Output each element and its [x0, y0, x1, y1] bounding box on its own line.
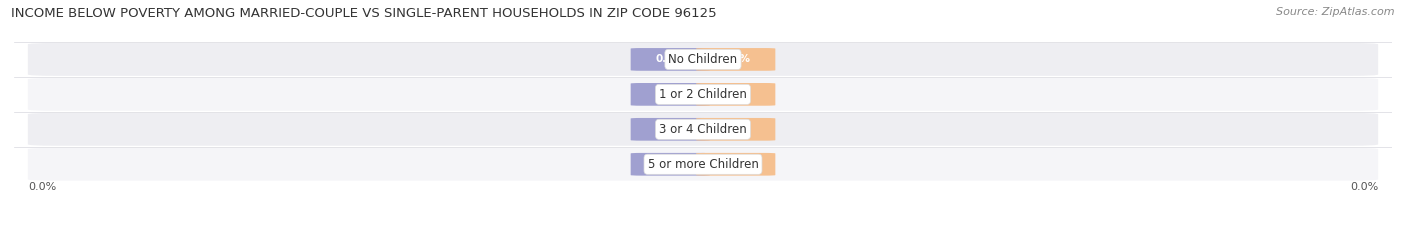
FancyBboxPatch shape	[28, 78, 1378, 111]
Text: 0.0%: 0.0%	[655, 124, 685, 134]
Text: 0.0%: 0.0%	[655, 159, 685, 169]
Text: 0.0%: 0.0%	[721, 89, 751, 99]
Text: 3 or 4 Children: 3 or 4 Children	[659, 123, 747, 136]
FancyBboxPatch shape	[631, 83, 710, 106]
Text: 0.0%: 0.0%	[721, 55, 751, 64]
Text: 0.0%: 0.0%	[721, 124, 751, 134]
FancyBboxPatch shape	[28, 113, 1378, 146]
Text: 0.0%: 0.0%	[655, 55, 685, 64]
Text: 0.0%: 0.0%	[655, 89, 685, 99]
Text: No Children: No Children	[668, 53, 738, 66]
Text: 0.0%: 0.0%	[28, 182, 56, 192]
FancyBboxPatch shape	[696, 118, 775, 141]
FancyBboxPatch shape	[631, 48, 710, 71]
FancyBboxPatch shape	[28, 148, 1378, 181]
Text: 1 or 2 Children: 1 or 2 Children	[659, 88, 747, 101]
FancyBboxPatch shape	[631, 118, 710, 141]
Text: 5 or more Children: 5 or more Children	[648, 158, 758, 171]
FancyBboxPatch shape	[631, 153, 710, 176]
FancyBboxPatch shape	[696, 83, 775, 106]
Text: 0.0%: 0.0%	[721, 159, 751, 169]
FancyBboxPatch shape	[696, 48, 775, 71]
FancyBboxPatch shape	[696, 153, 775, 176]
Text: 0.0%: 0.0%	[1350, 182, 1378, 192]
FancyBboxPatch shape	[28, 43, 1378, 76]
Text: Source: ZipAtlas.com: Source: ZipAtlas.com	[1277, 7, 1395, 17]
Text: INCOME BELOW POVERTY AMONG MARRIED-COUPLE VS SINGLE-PARENT HOUSEHOLDS IN ZIP COD: INCOME BELOW POVERTY AMONG MARRIED-COUPL…	[11, 7, 717, 20]
